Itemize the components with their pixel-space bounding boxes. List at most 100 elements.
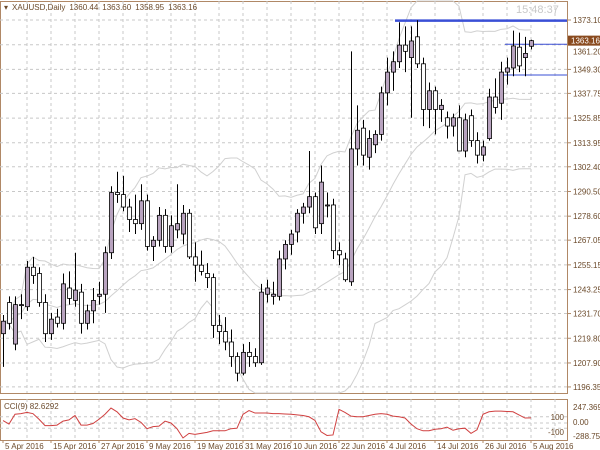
candle (127, 198, 132, 232)
date-tick-label: 31 May 2016 (245, 442, 292, 450)
price-tick-label: 1207.90 (573, 359, 600, 368)
date-tick-label: 4 Jul 2016 (389, 442, 426, 450)
candle (151, 236, 156, 262)
candle-body (13, 304, 18, 345)
candle-body (259, 291, 264, 364)
candle-body (235, 356, 240, 374)
candle-body (139, 200, 144, 225)
candle-body (127, 206, 132, 220)
candle (283, 240, 288, 270)
candle-body (109, 192, 114, 254)
candle (289, 229, 294, 255)
candles (1, 20, 534, 382)
current-price-label: 1363.16 (571, 37, 600, 46)
candle-body (223, 331, 228, 343)
candle (175, 184, 180, 239)
candle (433, 86, 438, 135)
candle (337, 242, 342, 266)
candle (109, 186, 114, 259)
candle (463, 113, 468, 158)
date-tick-label: 15 Apr 2016 (53, 442, 97, 450)
candle (379, 86, 384, 141)
price-tick-label: 1361.20 (573, 48, 600, 57)
candle-body (289, 233, 294, 245)
candle (73, 252, 78, 307)
candle-body (55, 316, 60, 324)
candle-body (355, 129, 360, 150)
candle (55, 308, 60, 328)
cci-label: CCI(9) 82.6292 (4, 402, 59, 411)
cci-tick-label: -288.7548 (573, 432, 600, 441)
candle-body (37, 273, 42, 303)
candle (61, 273, 66, 330)
candle (25, 261, 30, 311)
chart-header: ▾ XAUUSD,Daily 1360.44 1363.60 1358.95 1363.1… (4, 3, 201, 12)
candle-body (169, 225, 174, 247)
candle-body (241, 351, 246, 374)
price-tick-label: 1243.25 (573, 286, 600, 295)
candle-body (403, 44, 408, 52)
candle-body (85, 310, 90, 324)
candle-body (517, 46, 522, 67)
candle (487, 88, 492, 141)
candle (199, 250, 204, 276)
date-tick-label: 26 Jul 2016 (485, 442, 527, 450)
candle-body (229, 341, 234, 357)
date-tick-label: 14 Jul 2016 (437, 442, 479, 450)
candle (457, 105, 462, 152)
price-tick-label: 1349.30 (573, 65, 600, 74)
candle (427, 82, 432, 129)
candle-body (397, 44, 402, 63)
low-value: 1358.95 (135, 3, 165, 12)
candle-body (307, 196, 312, 208)
cci-tick-label: 100 (551, 413, 565, 422)
candle-body (439, 104, 444, 110)
server-clock: 15:48:37 (516, 4, 559, 16)
date-tick-label: 5 Aug 2016 (533, 442, 574, 450)
candle (145, 194, 150, 251)
date-tick-label: 10 Jun 2016 (293, 442, 338, 450)
band-upper (2, 0, 532, 322)
candle (439, 99, 444, 122)
candle (403, 26, 408, 73)
candle (361, 119, 366, 166)
candle-body (529, 40, 534, 47)
candle-body (157, 214, 162, 241)
candle (373, 130, 378, 154)
candle-body (247, 351, 252, 357)
candle (157, 207, 162, 247)
candle-body (103, 252, 108, 295)
current-price-tag (568, 35, 600, 46)
candle-body (361, 127, 366, 156)
candle-body (487, 96, 492, 139)
candle-body (499, 71, 504, 104)
candle-body (349, 148, 354, 283)
candle (139, 184, 144, 230)
candle (103, 246, 108, 313)
candle-body (283, 244, 288, 260)
candle-body (331, 204, 336, 252)
candle-body (25, 266, 30, 308)
cci-panel (0, 407, 567, 439)
candle-body (385, 71, 390, 94)
candle (499, 61, 504, 120)
candle-body (31, 266, 36, 276)
date-tick-label: 22 Jun 2016 (341, 442, 386, 450)
price-tick-label: 1337.75 (573, 89, 600, 98)
horizontal-lines[interactable] (395, 19, 567, 76)
candle (247, 341, 252, 367)
candle (187, 209, 192, 259)
candle-body (421, 63, 426, 110)
triangle-down-icon[interactable]: ▾ (4, 3, 9, 12)
open-value: 1360.44 (69, 3, 99, 12)
price-tick-label: 1313.95 (573, 139, 600, 148)
price-tick-label: 1219.80 (573, 334, 600, 343)
candle (493, 78, 498, 114)
candle-body (97, 293, 102, 297)
candle (511, 30, 516, 77)
candle (121, 175, 126, 212)
candle-body (313, 196, 318, 229)
candle-body (475, 140, 480, 156)
candle (49, 312, 54, 340)
